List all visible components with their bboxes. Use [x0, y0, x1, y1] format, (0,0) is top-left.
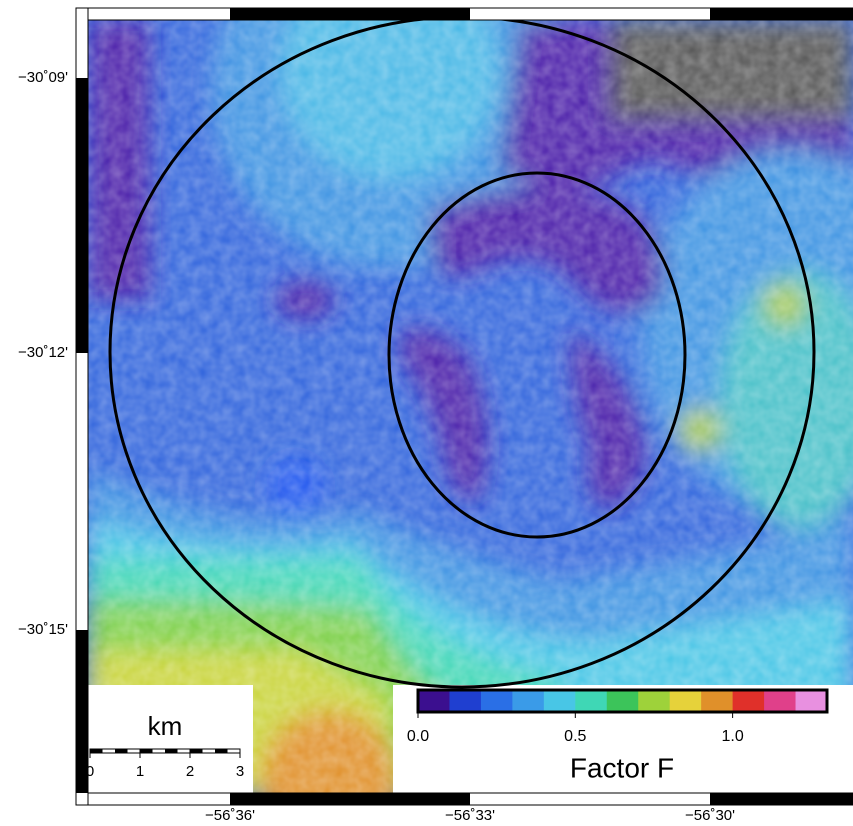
scale-tick-label: 2 [186, 763, 194, 780]
colorbar-swatch [670, 690, 702, 712]
colorbar-swatch [701, 690, 733, 712]
colorbar-swatch [607, 690, 639, 712]
lat-label: −30˚15' [18, 621, 68, 638]
scale-tick-label: 0 [86, 763, 94, 780]
scale-segment [115, 749, 128, 753]
scale-tick-label: 3 [236, 763, 244, 780]
lat-label: −30˚09' [18, 69, 68, 86]
colorbar-swatch [512, 690, 544, 712]
colorbar-swatch [418, 690, 450, 712]
colorbar-tick-label: 1.0 [721, 728, 743, 745]
lon-label: −56˚33' [445, 807, 495, 824]
scale-segment [215, 749, 228, 753]
lon-label: −56˚30' [685, 807, 735, 824]
map: −30˚09' −30˚12' −30˚15' −56˚36' −56˚33' … [0, 0, 853, 826]
colorbar-label: Factor F [570, 752, 674, 783]
scale-segment [165, 749, 178, 753]
colorbar-tick-label: 0.0 [407, 728, 429, 745]
lon-label: −56˚36' [205, 807, 255, 824]
scale-label: km [148, 711, 183, 741]
colorbar-swatch [638, 690, 670, 712]
colorbar-swatch [481, 690, 513, 712]
scale-tick-label: 1 [136, 763, 144, 780]
colorbar-swatch [575, 690, 607, 712]
colorbar-swatch [449, 690, 481, 712]
colorbar-tick-label: 0.5 [564, 728, 586, 745]
scale-segment [140, 749, 153, 753]
colorbar-swatch [764, 690, 796, 712]
lat-label: −30˚12' [18, 344, 68, 361]
colorbar-swatch [544, 690, 576, 712]
colorbar-swatch [796, 690, 828, 712]
colorbar-swatch [733, 690, 765, 712]
scale-segment [90, 749, 103, 753]
scale-segment [190, 749, 203, 753]
